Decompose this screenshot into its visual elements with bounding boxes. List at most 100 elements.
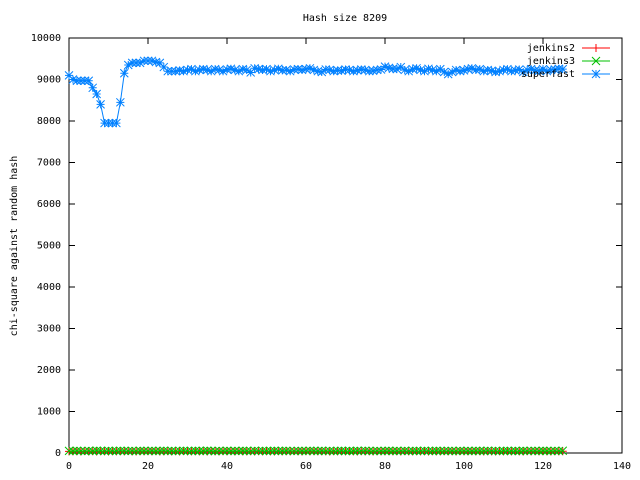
point-marker xyxy=(147,56,157,66)
point-marker xyxy=(483,65,493,75)
point-marker xyxy=(467,63,477,73)
legend-label: superfast xyxy=(521,69,575,80)
point-marker xyxy=(483,446,493,456)
point-marker xyxy=(416,446,425,456)
point-marker xyxy=(281,65,291,75)
point-marker xyxy=(345,65,354,75)
point-marker xyxy=(388,446,398,456)
point-marker xyxy=(179,446,188,456)
point-marker xyxy=(404,66,414,76)
chart-title: Hash size 8209 xyxy=(303,13,387,24)
point-marker xyxy=(550,446,560,456)
point-marker xyxy=(329,66,339,76)
point-marker xyxy=(68,75,78,84)
point-marker xyxy=(534,66,544,76)
x-tick-label: 40 xyxy=(221,461,233,472)
point-marker xyxy=(214,65,224,75)
point-marker xyxy=(503,64,512,74)
point-marker xyxy=(368,66,378,76)
point-marker xyxy=(439,67,449,77)
point-marker xyxy=(499,65,508,75)
point-marker xyxy=(123,446,133,456)
point-marker xyxy=(64,70,74,80)
point-marker xyxy=(491,67,500,77)
point-marker xyxy=(222,65,232,74)
point-marker xyxy=(285,446,295,456)
point-marker xyxy=(254,446,263,456)
y-tick-label: 9000 xyxy=(37,75,61,86)
point-marker xyxy=(301,446,311,456)
point-marker xyxy=(372,446,382,456)
point-marker xyxy=(420,66,429,76)
point-marker xyxy=(345,446,354,456)
point-marker xyxy=(510,446,520,456)
point-marker xyxy=(360,446,370,456)
point-marker xyxy=(183,446,192,456)
point-marker xyxy=(420,446,429,456)
point-marker xyxy=(428,446,437,456)
point-marker xyxy=(175,446,184,456)
point-marker xyxy=(376,65,386,74)
point-marker xyxy=(159,446,169,456)
point-marker xyxy=(550,65,560,74)
point-marker xyxy=(412,446,421,456)
y-tick-label: 5000 xyxy=(37,241,61,252)
point-marker xyxy=(546,446,556,456)
point-marker xyxy=(534,446,544,456)
point-marker xyxy=(289,446,299,456)
point-marker xyxy=(179,66,188,76)
point-marker xyxy=(100,446,109,456)
point-marker xyxy=(538,64,548,74)
point-marker xyxy=(250,63,260,73)
point-marker xyxy=(451,65,461,75)
point-marker xyxy=(341,446,350,456)
point-marker xyxy=(191,446,200,456)
point-marker xyxy=(191,66,200,76)
point-marker xyxy=(443,69,453,79)
point-marker xyxy=(487,446,497,456)
y-tick-label: 3000 xyxy=(37,324,61,335)
point-marker xyxy=(380,62,390,71)
point-marker xyxy=(424,64,433,74)
point-marker xyxy=(167,446,177,456)
point-marker xyxy=(238,446,248,456)
point-marker xyxy=(507,66,516,76)
point-marker xyxy=(499,446,508,456)
point-marker xyxy=(514,65,524,74)
point-marker xyxy=(518,67,528,77)
point-marker xyxy=(242,446,252,456)
legend-marker xyxy=(592,44,600,52)
point-marker xyxy=(127,446,137,456)
point-marker xyxy=(431,446,441,456)
point-marker xyxy=(554,446,564,456)
y-tick-label: 4000 xyxy=(37,282,61,293)
point-marker xyxy=(206,66,216,76)
point-marker xyxy=(76,446,86,456)
point-marker xyxy=(313,66,323,76)
point-marker xyxy=(479,66,489,76)
point-marker xyxy=(104,446,113,456)
point-marker xyxy=(277,446,287,456)
point-marker xyxy=(147,446,157,456)
point-marker xyxy=(175,66,184,75)
point-marker xyxy=(171,66,181,76)
point-marker xyxy=(194,446,204,456)
point-marker xyxy=(119,68,129,78)
point-marker xyxy=(96,446,105,456)
point-marker xyxy=(183,65,192,75)
point-marker xyxy=(396,62,406,72)
point-marker xyxy=(135,446,145,456)
point-marker xyxy=(447,446,457,456)
point-marker xyxy=(242,65,252,75)
point-marker xyxy=(202,65,212,75)
point-marker xyxy=(139,446,149,456)
point-marker xyxy=(325,446,335,456)
point-marker xyxy=(262,64,271,74)
y-tick-label: 10000 xyxy=(31,33,61,44)
series xyxy=(64,56,568,128)
point-marker xyxy=(234,66,244,76)
point-marker xyxy=(226,64,236,74)
point-marker xyxy=(542,446,552,456)
point-marker xyxy=(202,446,212,455)
point-marker xyxy=(214,446,224,456)
